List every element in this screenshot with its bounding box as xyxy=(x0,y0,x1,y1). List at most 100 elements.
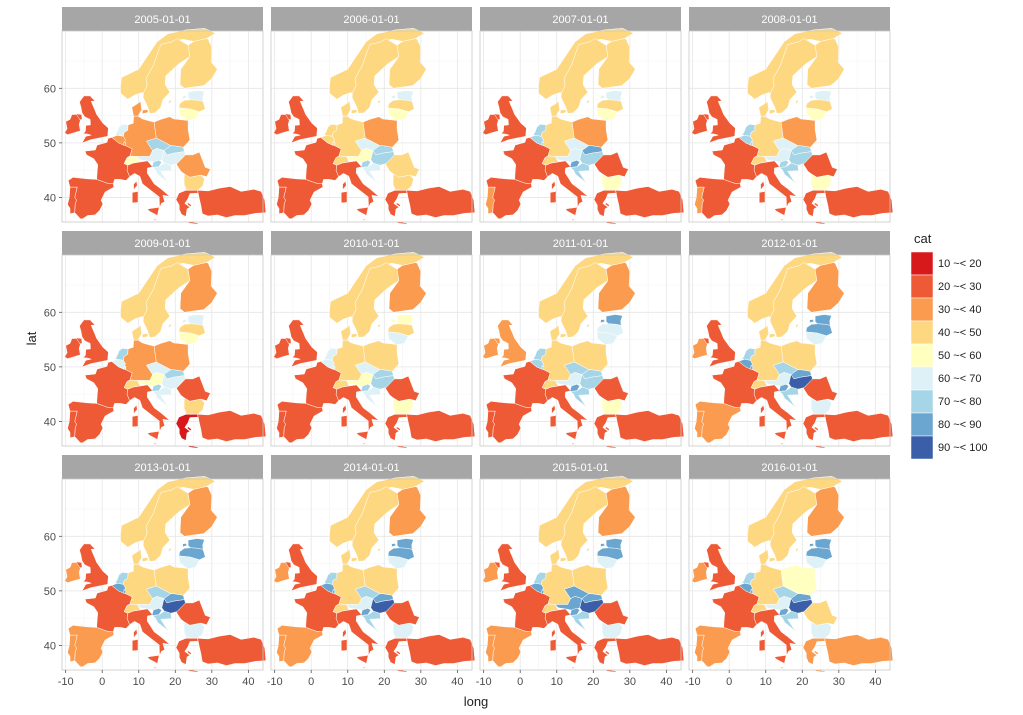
country-bg xyxy=(392,174,414,191)
legend: cat 10 ~< 20 20 ~< 30 30 ~< 40 40 ~< 50 50 ~… xyxy=(910,231,988,460)
country-ie xyxy=(691,114,708,135)
country-dk xyxy=(340,101,351,117)
legend-swatch xyxy=(910,251,934,276)
country-fr-island xyxy=(133,628,138,639)
country-gr-island xyxy=(813,426,819,431)
country-tr xyxy=(824,186,894,218)
country-dk xyxy=(549,325,560,341)
country-pl xyxy=(362,340,400,372)
country-map xyxy=(691,476,894,673)
country-ie xyxy=(482,114,499,135)
country-hu xyxy=(579,598,604,614)
facet-strip xyxy=(62,7,263,31)
country-gr-island xyxy=(604,202,610,207)
legend-item-label: 20 ~< 30 xyxy=(938,281,981,293)
country-gr-island xyxy=(395,650,401,655)
country-gr-island xyxy=(186,650,192,655)
facet-strip xyxy=(480,7,681,31)
country-it-island xyxy=(340,191,348,204)
country-tr xyxy=(824,410,894,442)
y-tick-label: 50 xyxy=(44,138,56,150)
country-se xyxy=(351,262,400,338)
country-dk xyxy=(758,101,769,117)
country-bg xyxy=(810,398,832,415)
country-lt xyxy=(805,331,827,345)
country-pl xyxy=(362,116,400,148)
legend-swatch xyxy=(910,366,934,391)
country-uk xyxy=(497,543,527,592)
country-ie xyxy=(64,338,81,359)
country-se xyxy=(142,486,191,562)
country-mt xyxy=(781,442,783,445)
panel-border xyxy=(688,30,891,223)
y-tick-label: 40 xyxy=(44,416,56,428)
country-gr xyxy=(593,414,617,441)
country-it-island xyxy=(131,191,139,204)
country-lt xyxy=(805,107,827,121)
country-dk xyxy=(340,549,351,565)
country-lt xyxy=(596,107,618,121)
x-tick-label: 40 xyxy=(242,676,254,688)
country-fi xyxy=(806,486,845,537)
x-tick-label: 10 xyxy=(342,676,354,688)
country-map xyxy=(482,252,685,449)
country-fr-island xyxy=(133,404,138,415)
country-ie xyxy=(273,114,290,135)
country-gr-island xyxy=(395,202,401,207)
country-gr-island xyxy=(186,202,192,207)
country-dk xyxy=(758,549,769,565)
country-fr-island xyxy=(342,404,347,415)
country-bg xyxy=(392,398,414,415)
country-pl xyxy=(362,564,400,596)
x-tick-label: 40 xyxy=(451,676,463,688)
x-tick-label: 20 xyxy=(378,676,390,688)
facet-panel: 2014-01-01 xyxy=(270,455,476,673)
country-se xyxy=(351,486,400,562)
country-se-island xyxy=(586,323,590,329)
country-it xyxy=(544,160,589,209)
country-map xyxy=(691,252,894,449)
country-map xyxy=(482,28,685,225)
legend-item-label: 10 ~< 20 xyxy=(938,258,981,270)
country-fi xyxy=(179,262,218,313)
country-fr-island xyxy=(760,628,765,639)
country-ee-island xyxy=(600,95,606,99)
country-hu xyxy=(370,150,395,166)
country-bg xyxy=(810,174,832,191)
country-it-island xyxy=(565,655,578,664)
country-it-island xyxy=(758,415,766,428)
facet-strip xyxy=(480,455,681,479)
country-mt xyxy=(781,666,783,669)
country-bg xyxy=(601,174,623,191)
country-ee-island xyxy=(809,319,815,323)
country-map xyxy=(64,28,267,225)
panel-border xyxy=(270,30,473,223)
legend-swatch xyxy=(910,297,934,322)
x-tick-label: 30 xyxy=(833,676,845,688)
x-tick-label: 40 xyxy=(660,676,672,688)
x-axis-title: long xyxy=(464,694,489,709)
x-tick-label: -10 xyxy=(58,676,74,688)
country-hu xyxy=(161,150,186,166)
country-it xyxy=(753,608,798,657)
country-uk xyxy=(79,95,109,144)
country-dk xyxy=(549,101,560,117)
country-se-island xyxy=(586,547,590,553)
facet-panel: 2013-01-01 xyxy=(61,455,267,673)
country-gr xyxy=(175,190,199,217)
country-pl xyxy=(153,340,191,372)
country-dk-island xyxy=(769,109,776,115)
country-it xyxy=(126,160,171,209)
y-tick-label: 50 xyxy=(44,362,56,374)
country-pl xyxy=(780,564,818,596)
country-se xyxy=(560,38,609,114)
country-uk xyxy=(497,319,527,368)
panel-border xyxy=(479,254,682,447)
country-gr-island xyxy=(186,426,192,431)
country-hu xyxy=(788,374,813,390)
country-pl xyxy=(571,564,609,596)
x-tick-label: -10 xyxy=(267,676,283,688)
country-bg xyxy=(601,398,623,415)
country-it xyxy=(753,384,798,433)
